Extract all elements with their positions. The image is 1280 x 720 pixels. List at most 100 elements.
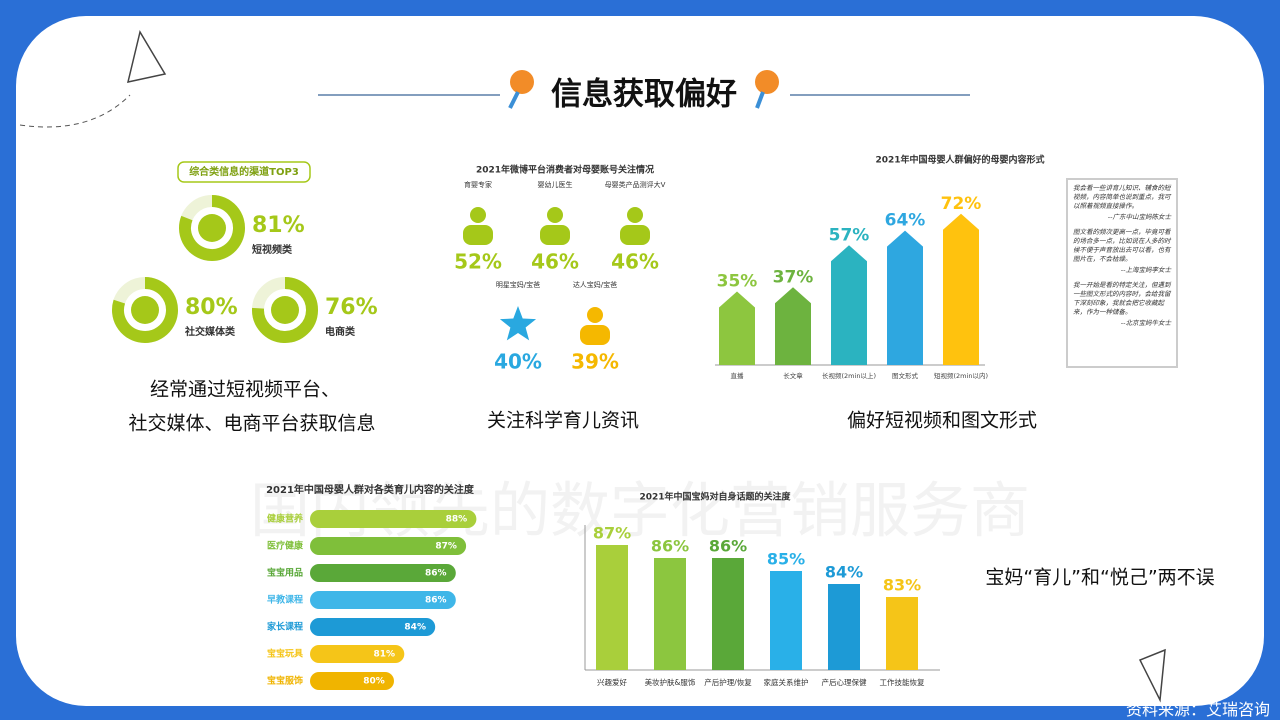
value-label: 80% [185,295,238,320]
category-label: 工作技能恢复 [880,677,925,687]
category-label: 图文形式 [892,371,919,380]
category-label: 电商类 [325,325,355,338]
bar [310,672,394,690]
category-label: 婴幼儿医生 [538,180,573,189]
value-label: 37% [773,267,814,287]
chart-title: 综合类信息的渠道TOP3 [189,165,299,178]
icon-body [580,325,610,345]
category-label: 美妆护肤&服饰 [645,677,696,687]
bar [719,291,755,365]
category-label: 早教课程 [267,594,303,606]
value-label: 52% [454,250,502,274]
paper-plane [126,30,167,83]
quote-text: 我会看一些讲育儿知识、辅食的短视频，内容简单也说到重点，我可以照着视频直接操作。 [1073,184,1171,210]
category-label: 产后护理/恢复 [704,677,752,687]
chart-title: 2021年微博平台消费者对母婴账号关注情况 [476,164,654,176]
value-label: 83% [883,576,921,595]
value-label: 46% [611,250,659,274]
rattle-icon [508,91,520,109]
category-label: 家长课程 [267,621,303,633]
category-label: 社交媒体类 [184,325,235,338]
bar [310,591,456,609]
bar [654,558,686,670]
value-label: 84% [404,623,426,633]
donut-center [198,214,226,242]
value-label: 84% [825,563,863,582]
rattle-icon [755,70,779,94]
donut-center [131,296,159,324]
value-label: 35% [717,272,758,292]
bar [310,645,405,663]
donut-arc [112,277,178,343]
category-label: 兴趣爱好 [597,677,627,687]
category-label: 短视频(2min以内) [934,371,988,380]
value-label: 46% [531,250,579,274]
category-label: 育婴专家 [464,180,492,189]
rattle-icon [755,91,765,109]
category-label: 母婴类产品测评大V [605,180,666,189]
quote-author: --北京宝妈牛女士 [1120,319,1171,327]
icon [587,307,603,323]
value-label: 88% [446,515,468,525]
chart-title: 2021年中国母婴人群对各类育儿内容的关注度 [266,483,475,496]
category-label: 明星宝妈/宝爸 [496,280,540,289]
category-label: 长文章 [783,371,803,380]
rattle-icon [510,70,534,94]
caption: 社交媒体、电商平台获取信息 [128,413,375,435]
value-label: 86% [709,537,747,556]
icon-body [620,225,650,245]
source: 资料来源：艾瑞咨询 [1125,700,1270,719]
donut-center [271,296,299,324]
value-label: 80% [363,677,385,687]
bar [828,584,860,670]
donut-arc [252,277,318,343]
bar [310,537,467,555]
value-label: 81% [252,213,305,238]
quote-text: 图文看的频次更高一点，毕竟可看的场合多一点，比如说在人多的时候不便于声音放出去可… [1073,228,1171,263]
bar [886,597,918,670]
category-label: 医疗健康 [267,540,304,552]
quote-author: --上海宝妈李女士 [1120,266,1171,274]
caption: 宝妈“育儿”和“悦己”两不误 [985,567,1214,589]
category-label: 健康营养 [267,513,303,525]
icon [627,207,643,223]
caption: 关注科学育儿资讯 [487,410,639,432]
category-label: 短视频类 [252,243,292,256]
category-label: 长视频(2min以上) [822,371,876,380]
tag-box [177,161,311,183]
bar [310,618,436,636]
chart-title: 2021年中国母婴人群偏好的母婴内容形式 [875,154,1044,166]
value-label: 87% [593,524,631,543]
bar [310,564,456,582]
value-label: 64% [885,211,926,231]
paper-plane [1138,648,1166,703]
category-label: 产后心理保健 [822,677,867,687]
chart-title: 2021年中国宝妈对自身话题的关注度 [639,491,791,503]
donut-arc [179,195,245,261]
category-label: 达人宝妈/宝爸 [573,280,617,289]
quote-author: --广东中山宝妈陈女士 [1107,213,1171,221]
value-label: 87% [435,542,457,552]
caption: 经常通过短视频平台、 [150,379,340,401]
value-label: 40% [494,350,542,374]
caption: 偏好短视频和图文形式 [847,410,1037,432]
value-label: 81% [374,650,396,660]
value-label: 86% [425,596,447,606]
bar [712,558,744,670]
icon-body [540,225,570,245]
icon [470,207,486,223]
icon [547,207,563,223]
bar [770,571,802,670]
bar [775,287,811,365]
value-label: 76% [325,295,378,320]
bar [310,510,477,528]
category-label: 家庭关系维护 [764,677,809,687]
value-label: 57% [829,225,870,245]
bar [831,245,867,365]
category-label: 宝宝用品 [267,567,303,579]
bar [596,545,628,670]
value-label: 86% [425,569,447,579]
category-label: 宝宝玩具 [267,648,303,660]
